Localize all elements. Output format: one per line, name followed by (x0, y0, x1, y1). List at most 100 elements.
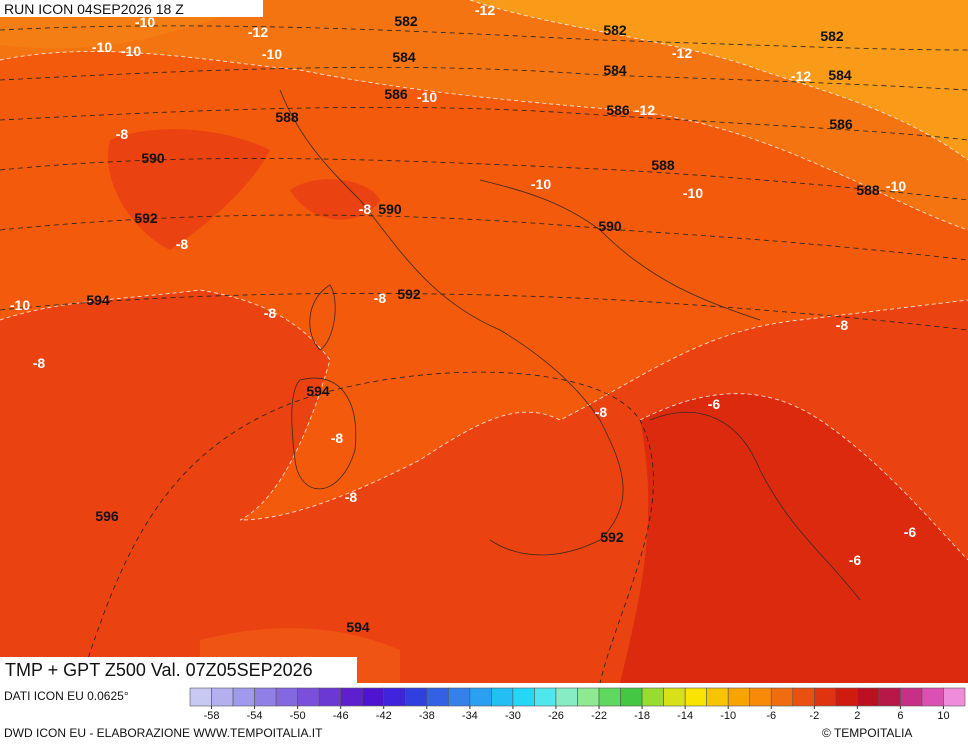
colorbar-swatch (814, 687, 837, 707)
gpt-label: 586 (829, 116, 853, 132)
coastlines (279, 89, 861, 601)
temperature-label: -12 (248, 24, 268, 40)
colorbar-tick-label: -6 (766, 710, 776, 722)
colorbar-swatch (663, 687, 686, 707)
temperature-label: -8 (836, 317, 849, 333)
temperature-label: -10 (417, 89, 437, 105)
colorbar-tick-label: -46 (333, 710, 349, 722)
temperature-label: -12 (791, 68, 811, 84)
colorbar-tick-label: -30 (505, 710, 521, 722)
temperature-contours (0, 0, 968, 561)
colorbar-swatch (318, 687, 341, 707)
colorbar-tick-label: 6 (897, 710, 903, 722)
colorbar-swatch (211, 687, 234, 707)
colorbar-swatch (684, 687, 707, 707)
colorbar-swatch (275, 687, 298, 707)
colorbar-swatch (878, 687, 901, 707)
colorbar-swatch (534, 687, 557, 707)
credit-label: DWD ICON EU - ELABORAZIONE WWW.TEMPOITAL… (4, 726, 323, 740)
colorbar-swatch (857, 687, 880, 707)
colorbar-tick-label: -2 (809, 710, 819, 722)
colorbar-swatch (254, 687, 277, 707)
colorbar-swatch (448, 687, 471, 707)
colorbar-swatch (189, 687, 212, 707)
colorbar-swatch (921, 687, 944, 707)
temperature-label: -10 (262, 46, 282, 62)
colorbar-tick-label: -42 (376, 710, 392, 722)
colorbar-swatch (770, 687, 794, 707)
temperature-label: -12 (635, 102, 655, 118)
temperature-label: -12 (475, 2, 495, 18)
colorbar-swatch (340, 687, 363, 707)
gpt-label: 582 (394, 13, 418, 29)
temperature-label: -8 (264, 305, 277, 321)
temp-region (290, 179, 380, 220)
colorbar-swatch (383, 687, 406, 707)
gpt-label: 582 (603, 22, 627, 38)
colorbar-tick-label: 10 (937, 710, 949, 722)
temperature-label: -12 (672, 45, 692, 61)
temperature-label: -10 (10, 297, 30, 313)
gpt-label: 596 (95, 508, 119, 524)
colorbar-swatch (641, 687, 664, 707)
gpt-label: 588 (651, 157, 675, 173)
temp-region (620, 393, 968, 683)
colorbar-swatch (749, 687, 772, 707)
colorbar-tick-label: -58 (204, 710, 220, 722)
colorbar-tick-label: 2 (854, 710, 860, 722)
colorbar-swatch (835, 687, 858, 707)
gpt-label: 586 (606, 102, 630, 118)
temperature-label: -8 (116, 126, 129, 142)
gpt-label: 586 (384, 86, 408, 102)
gpt-label: 584 (603, 62, 627, 78)
colorbar-tick-label: -22 (591, 710, 607, 722)
header-box (0, 0, 263, 17)
brand-label: © TEMPOITALIA (822, 726, 912, 740)
colorbar-swatch (512, 687, 535, 707)
colorbar-swatch (943, 687, 966, 707)
gpt-label: 592 (134, 210, 158, 226)
temperature-label: -8 (331, 430, 344, 446)
gpt-label: 592 (397, 286, 421, 302)
temperature-label: -8 (359, 201, 372, 217)
colorbar-swatch (792, 687, 815, 707)
colorbar-swatch (598, 687, 621, 707)
title-box (0, 657, 357, 683)
colorbar-swatch (232, 687, 255, 707)
gpt-label: 588 (275, 109, 299, 125)
colorbar-tick-label: -18 (634, 710, 650, 722)
temperature-label: -6 (849, 552, 862, 568)
gpt-label: 584 (392, 49, 416, 65)
colorbar-tick-label: -14 (677, 710, 693, 722)
temp-region (108, 129, 270, 250)
colorbar-swatch (706, 687, 729, 707)
colorbar-tick-label: -50 (290, 710, 306, 722)
temperature-label: -6 (904, 524, 917, 540)
gpt-label: 594 (86, 292, 110, 308)
gpt-label: 584 (828, 67, 852, 83)
colorbar-swatch (900, 687, 923, 707)
colorbar-tick-label: -34 (462, 710, 478, 722)
colorbar-swatch (404, 687, 428, 707)
temperature-label: -10 (886, 178, 906, 194)
temperature-label: -8 (374, 290, 387, 306)
colorbar-swatch (426, 687, 449, 707)
colorbar-tick-label: -26 (548, 710, 564, 722)
colorbar-swatch (297, 687, 320, 707)
colorbar-swatch (620, 687, 643, 707)
temperature-label: -10 (121, 43, 141, 59)
colorbar-swatch (469, 687, 492, 707)
gpt-label: 582 (820, 28, 844, 44)
temp-region (470, 0, 968, 160)
colorbar-tick-label: -10 (720, 710, 736, 722)
geopotential-contours (0, 25, 968, 684)
colorbar-tick-label: -38 (419, 710, 435, 722)
temperature-label: -10 (92, 39, 112, 55)
run-label: RUN ICON 04SEP2026 18 Z (4, 1, 184, 17)
temperature-label: -10 (531, 176, 551, 192)
temperature-label: -8 (345, 489, 358, 505)
colorbar-tick-label: -54 (247, 710, 263, 722)
gpt-label: 590 (141, 150, 165, 166)
temperature-label: -6 (708, 396, 721, 412)
